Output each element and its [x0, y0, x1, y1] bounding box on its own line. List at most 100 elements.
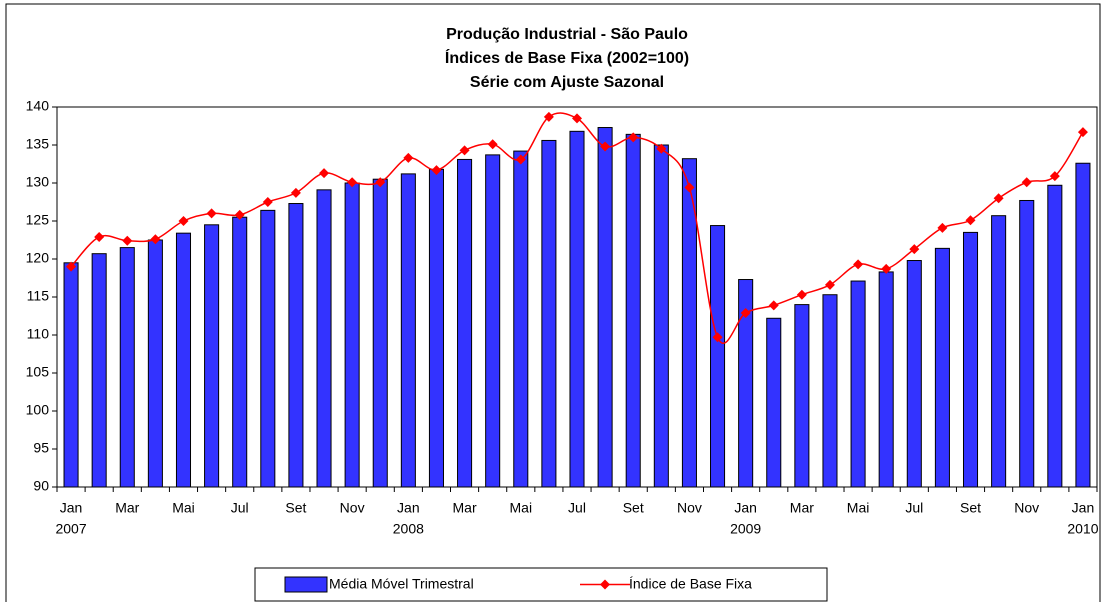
- marker: [937, 222, 948, 233]
- bar: [878, 271, 894, 488]
- marker: [600, 141, 611, 152]
- marker: [206, 208, 217, 219]
- x-tick-label: Mar: [115, 500, 139, 516]
- marker: [796, 289, 807, 300]
- x-tick-label: Nov: [340, 500, 365, 516]
- x-tick-label: Mar: [453, 500, 477, 516]
- x-tick-label: Set: [623, 500, 644, 516]
- chart-title: Série com Ajuste Sazonal: [470, 74, 664, 91]
- bar: [710, 225, 726, 488]
- bar: [822, 294, 838, 488]
- y-tick-label: 90: [33, 478, 49, 494]
- bar: [288, 203, 304, 488]
- marker: [403, 152, 414, 163]
- bar: [316, 189, 332, 488]
- marker: [881, 263, 892, 274]
- marker: [628, 132, 639, 143]
- x-tick-label: Mar: [790, 500, 814, 516]
- y-tick-label: 135: [26, 136, 50, 152]
- marker: [1049, 171, 1060, 182]
- x-tick-label: Jan: [397, 500, 420, 516]
- bar: [147, 239, 163, 488]
- marker: [347, 177, 358, 188]
- marker: [515, 154, 526, 165]
- marker: [1021, 177, 1032, 188]
- marker: [684, 182, 695, 193]
- marker: [122, 235, 133, 246]
- bar: [1075, 162, 1091, 488]
- legend-swatch: [284, 576, 328, 593]
- marker: [459, 145, 470, 156]
- marker: [965, 215, 976, 226]
- x-tick-label: Set: [960, 500, 981, 516]
- marker: [909, 244, 920, 255]
- bar: [934, 247, 950, 488]
- x-tick-label: Mai: [172, 500, 195, 516]
- bar: [597, 127, 613, 488]
- marker: [150, 234, 161, 245]
- marker: [94, 231, 105, 242]
- bar: [1019, 199, 1035, 488]
- marker: [487, 139, 498, 150]
- bar: [794, 304, 810, 488]
- legend-label: Índice de Base Fixa: [629, 576, 752, 592]
- marker: [768, 300, 779, 311]
- legend-label: Média Móvel Trimestral: [329, 576, 474, 592]
- bar: [569, 130, 585, 488]
- bar: [962, 231, 979, 488]
- bar: [1047, 184, 1063, 488]
- bar: [400, 173, 416, 488]
- bar: [63, 262, 79, 488]
- y-tick-label: 105: [26, 364, 50, 380]
- bar: [91, 253, 107, 488]
- bar: [681, 158, 697, 488]
- x-tick-label: Mai: [510, 500, 533, 516]
- bar: [204, 224, 220, 488]
- y-tick-label: 130: [26, 174, 50, 190]
- legend-box: [254, 567, 828, 602]
- bar: [906, 260, 922, 488]
- marker: [712, 332, 723, 343]
- marker: [375, 177, 386, 188]
- chart-title: Índices de Base Fixa (2002=100): [445, 48, 689, 67]
- y-tick-label: 110: [27, 326, 50, 342]
- chart-title: Produção Industrial - São Paulo: [446, 26, 688, 43]
- bar: [344, 182, 360, 488]
- y-tick-label: 120: [26, 250, 50, 266]
- x-year-label: 2010: [1067, 521, 1098, 537]
- bar: [653, 144, 669, 488]
- x-year-label: 2008: [393, 521, 424, 537]
- marker: [740, 307, 751, 318]
- y-tick-label: 140: [26, 98, 50, 114]
- marker: [319, 168, 330, 179]
- x-tick-label: Jan: [1072, 500, 1095, 516]
- marker: [993, 193, 1004, 204]
- marker: [656, 143, 667, 154]
- x-tick-label: Nov: [677, 500, 702, 516]
- legend-marker: [600, 579, 610, 590]
- x-tick-label: Jul: [568, 500, 586, 516]
- bar: [119, 247, 135, 488]
- y-tick-label: 100: [26, 402, 50, 418]
- y-tick-label: 115: [27, 288, 50, 304]
- bar: [850, 280, 866, 488]
- bar: [372, 178, 388, 488]
- x-tick-label: Mai: [847, 500, 870, 516]
- bar: [428, 168, 444, 488]
- marker: [1077, 127, 1088, 138]
- bar: [232, 216, 248, 488]
- x-tick-label: Set: [285, 500, 306, 516]
- x-tick-label: Jul: [905, 500, 923, 516]
- marker: [431, 165, 442, 176]
- bar: [457, 158, 473, 488]
- bar: [175, 232, 192, 488]
- chart-frame: [5, 3, 1101, 602]
- x-tick-label: Jan: [734, 500, 757, 516]
- bar: [766, 317, 782, 488]
- marker: [262, 197, 273, 207]
- marker: [234, 209, 245, 220]
- y-tick-label: 125: [26, 212, 50, 228]
- marker: [178, 216, 189, 226]
